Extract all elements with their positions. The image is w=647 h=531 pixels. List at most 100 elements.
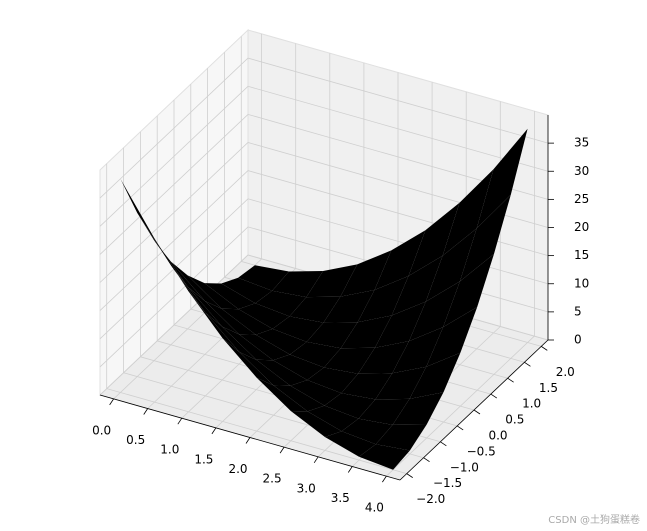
surface-patch [187, 275, 239, 310]
surface-patch [255, 290, 307, 317]
x-tick [279, 446, 285, 454]
surface-patch [459, 194, 511, 282]
surface-patch [324, 393, 376, 419]
surface-patch [392, 392, 444, 425]
y-tick-label: −2.0 [416, 492, 445, 506]
surface-patch [238, 265, 289, 291]
x-tick-label: 4.0 [365, 501, 384, 515]
y-tick-label: 1.5 [539, 381, 558, 395]
x-axis [99, 394, 401, 481]
y-tick-label: 2.0 [556, 365, 575, 379]
surface-patch [359, 444, 410, 470]
surface-patch [374, 301, 426, 348]
grid-line [99, 85, 549, 227]
grid-line [99, 113, 549, 255]
surface-patch [341, 418, 393, 445]
watermark: CSDN @土狗蛋糕卷 [548, 513, 640, 526]
surface-patch [443, 253, 494, 328]
x-tick-label: 1.0 [160, 443, 179, 457]
x-tick-label: 2.5 [263, 472, 282, 486]
surface-patch [289, 341, 341, 368]
surface-patch [374, 230, 426, 290]
grid-line [99, 142, 549, 283]
surface-patch [239, 352, 291, 386]
surface-patch [205, 312, 257, 360]
surface-patch [442, 169, 494, 256]
y-tick-label: 0.5 [505, 413, 524, 427]
surface-patch [239, 334, 290, 361]
surface-patch [221, 308, 273, 335]
z-tick-label: 15 [574, 248, 589, 262]
z-tick-label: 25 [574, 192, 589, 206]
surface-patch [170, 261, 222, 309]
x-tick-label: 0.5 [126, 433, 145, 447]
surface-patch [409, 352, 461, 399]
surface-patch [392, 327, 444, 374]
x-tick [245, 437, 251, 444]
surface-patch [340, 250, 392, 297]
x-tick-label: 3.5 [331, 491, 350, 505]
surface-patch [188, 287, 239, 335]
surface-patch [221, 277, 273, 304]
surface-patch [323, 290, 375, 323]
surface-patch [426, 307, 478, 367]
x-tick [313, 456, 319, 464]
x-tick-label: 0.0 [92, 423, 111, 437]
surface-patch [290, 411, 342, 437]
x-tick-label: 2.0 [228, 462, 247, 476]
labels: 0.0 0.5 1.0 1.5 2.0 2.5 3.0 3.5 4.0 −2.0 −1.5 −1.0 −… [92, 136, 589, 515]
y-axis [399, 339, 549, 481]
surface-patch [375, 424, 427, 451]
y-tick [473, 409, 481, 415]
axes [99, 115, 554, 483]
surface-patch [324, 431, 376, 457]
z-tick-label: 5 [574, 304, 582, 318]
x-tick [109, 398, 114, 406]
x-tick [347, 466, 353, 473]
surface-patch [222, 338, 274, 386]
surface-patch [256, 377, 308, 412]
y-tick-label: −0.5 [467, 444, 496, 458]
z-tick-label: 10 [574, 276, 589, 290]
surface-patch [358, 341, 409, 374]
surface-patch [357, 276, 409, 323]
surface-patch [307, 405, 359, 432]
grid-line [99, 57, 549, 199]
y-tick [507, 377, 514, 383]
x-tick [143, 408, 149, 415]
surface-patch [408, 202, 460, 276]
y-tick [524, 361, 531, 367]
y-tick [541, 346, 548, 351]
surface-patch [255, 328, 307, 355]
x-tick-label: 1.5 [194, 452, 213, 466]
x-tick-label: 3.0 [297, 481, 316, 495]
surface-patch [204, 283, 256, 310]
surface-patch [425, 228, 477, 302]
surface-patch [409, 281, 460, 342]
y-tick [490, 393, 498, 399]
surface-patch [375, 366, 427, 400]
surface-patch [306, 322, 358, 349]
z-tick-label: 20 [574, 220, 589, 234]
surface-patch [256, 359, 308, 386]
surface-patch [272, 271, 324, 298]
z-tick-label: 30 [574, 164, 589, 178]
z-tick-label: 0 [574, 333, 582, 347]
x-tick [382, 475, 387, 483]
surface-patch [476, 128, 528, 229]
surface-patch [340, 315, 392, 349]
surface-patch [391, 255, 443, 316]
surface-patch [324, 347, 375, 374]
y-tick-label: −1.0 [450, 460, 479, 474]
y-tick-label: 1.0 [522, 397, 541, 411]
y-tick [456, 425, 464, 431]
surface-patch [273, 354, 324, 380]
y-tick-label: −1.5 [433, 476, 462, 490]
surface-patch [307, 367, 359, 394]
x-tick [177, 417, 183, 425]
surface-patch [273, 385, 325, 412]
z-tick-label: 35 [574, 136, 589, 150]
surface-patch [204, 301, 256, 335]
surface [120, 128, 528, 470]
